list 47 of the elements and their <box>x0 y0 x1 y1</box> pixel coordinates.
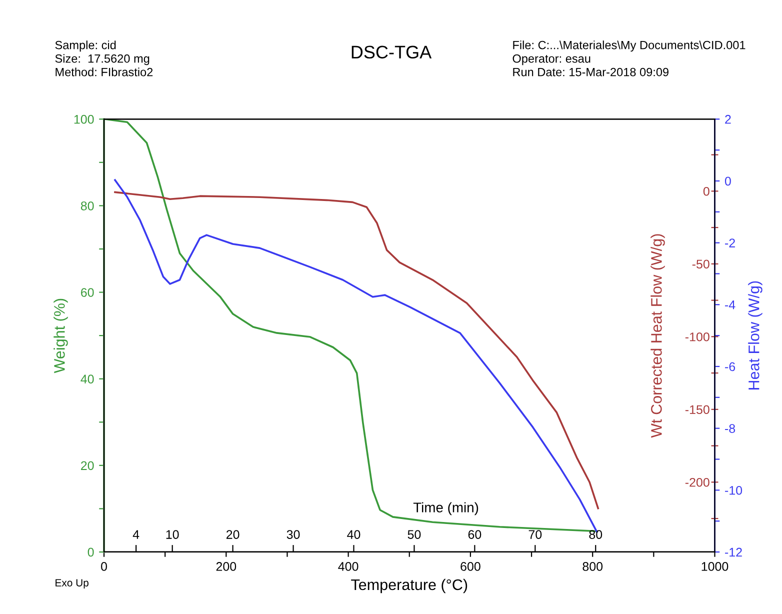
y-tick-label: 20 <box>81 461 94 470</box>
x-tick-label: 1000 <box>702 562 728 571</box>
y3-tick-label: -10 <box>725 486 742 495</box>
text: Sample: cid <box>55 40 116 52</box>
x2-tick-label: 20 <box>226 530 240 539</box>
x2-tick-label: 50 <box>408 530 421 539</box>
x2-axis-title: Time (min) <box>413 502 478 516</box>
y3-tick-label: -6 <box>725 362 736 372</box>
text: Operator: esau <box>512 54 590 66</box>
y3-tick-label: -2 <box>725 238 735 248</box>
text: Size: 17.5620 mg <box>55 54 150 66</box>
x-tick-label: 0 <box>101 562 107 571</box>
y3-tick-label: 2 <box>725 114 731 124</box>
x2-tick-label: 30 <box>286 530 300 539</box>
y2-tick-label: -100 <box>685 332 710 342</box>
chart-title: DSC-TGA <box>352 46 432 59</box>
y-tick-label: 100 <box>74 114 94 124</box>
x2-tick-label: 60 <box>468 530 482 539</box>
x2-tick-label: 10 <box>166 530 179 539</box>
y3-tick-label: -8 <box>725 424 736 433</box>
y2-tick-label: -150 <box>685 405 710 414</box>
y-axis-title: Weight (%) <box>54 298 68 374</box>
x-tick-label: 800 <box>582 562 603 571</box>
y3-axis-title: Heat Flow (W/g) <box>748 281 762 390</box>
y-tick-label: 0 <box>88 548 94 557</box>
x-tick-label: 400 <box>338 562 358 571</box>
x2-tick-label: 40 <box>347 530 360 539</box>
text: File: C:...\Materiales\My Documents\CID.001 <box>513 40 746 52</box>
y2-tick-label: 0 <box>703 186 710 196</box>
y-tick-label: 40 <box>80 374 94 384</box>
text: Run Date: 15-Mar-2018 09:09 <box>513 68 668 76</box>
y3-tick-label: -4 <box>725 300 736 310</box>
y2-tick-label: -200 <box>685 478 710 487</box>
x-tick-label: 600 <box>460 562 480 571</box>
y3-tick-label: -12 <box>725 548 742 557</box>
x-axis-title: Temperature (°C) <box>351 578 468 594</box>
x2-tick-label: 80 <box>589 530 602 539</box>
y2-tick-label: -50 <box>692 260 710 269</box>
text: Exo Up <box>56 579 88 589</box>
y-tick-label: 80 <box>80 201 94 210</box>
x-tick-label: 200 <box>216 562 236 571</box>
text: Method: FIbrastio2 <box>56 68 153 76</box>
y3-tick-label: 0 <box>724 176 731 186</box>
x2-tick-label: 70 <box>528 530 542 539</box>
y2-axis-title: Wt Corrected Heat Flow (W/g) <box>650 234 665 438</box>
y-tick-label: 60 <box>81 288 94 297</box>
x2-tick-label: 4 <box>132 530 140 539</box>
